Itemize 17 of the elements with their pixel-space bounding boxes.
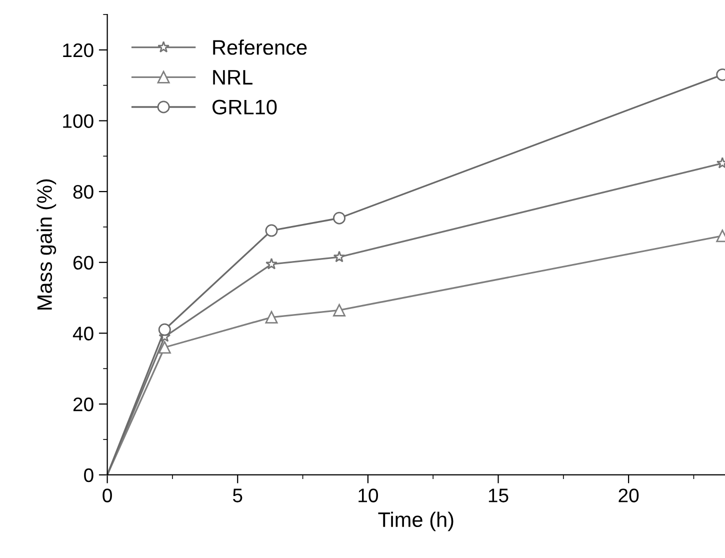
legend-label: GRL10	[212, 100, 277, 114]
legend-label: NRL	[213, 70, 252, 84]
y-tick-label: 60	[73, 256, 94, 270]
x-tick-label: 0	[102, 488, 112, 502]
y-tick-label: 20	[73, 398, 94, 412]
x-axis-title: Time (h)	[378, 512, 454, 532]
x-tick-label: 20	[618, 488, 639, 502]
y-axis-title: Mass gain (%)	[36, 179, 56, 310]
x-tick-label: 15	[488, 488, 508, 502]
x-tick-label: 5	[232, 488, 242, 502]
y-tick-label: 40	[72, 326, 94, 340]
legend-label: Reference	[213, 40, 307, 55]
y-tick-label: 0	[84, 468, 94, 482]
y-tick-label: 100	[63, 114, 94, 128]
y-tick-label: 120	[63, 43, 94, 58]
y-tick-label: 80	[73, 185, 94, 199]
x-tick-label: 10	[358, 488, 378, 502]
